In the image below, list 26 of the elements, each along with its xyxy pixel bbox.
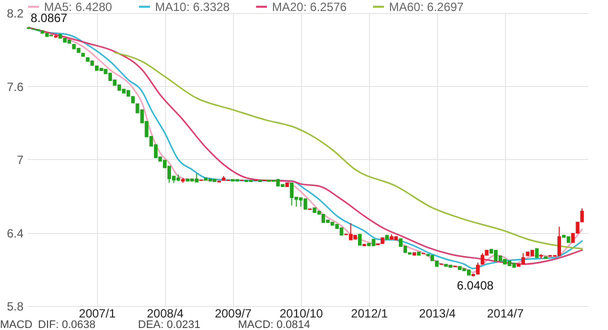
- y-tick-label: 8.2: [6, 6, 24, 20]
- candlestick: [535, 248, 539, 258]
- x-tick-label: 2012/1: [351, 306, 388, 320]
- x-tick-label: 2009/7: [214, 306, 252, 320]
- candlestick: [557, 226, 562, 256]
- text: MACD: 0.0814: [238, 319, 310, 330]
- y-tick-label: 6.4: [6, 226, 24, 240]
- x-tick-label: 2014/7: [486, 306, 524, 320]
- text: DEA: 0.0231: [138, 319, 200, 330]
- legend-label: MA20: 6.2576: [272, 0, 348, 14]
- legend-label: MA10: 6.3328: [155, 0, 230, 14]
- y-tick-label: 5.8: [6, 300, 24, 314]
- annotation: 6.0408: [456, 278, 494, 293]
- legend-label: MA60: 6.2697: [389, 0, 464, 14]
- text: DIF: 0.0638: [38, 319, 96, 330]
- candlestick: [494, 250, 498, 262]
- candlestick: [480, 252, 484, 265]
- candlestick: [348, 222, 353, 240]
- y-tick-label: 7: [16, 153, 24, 167]
- x-tick-label: 2007/1: [78, 306, 116, 320]
- x-tick-label: 2010/10: [280, 306, 324, 320]
- text: MACD: [0, 319, 32, 330]
- y-tick-label: 7.6: [6, 80, 24, 94]
- x-tick-label: 2008/4: [146, 306, 184, 320]
- x-tick-label: 2013/4: [419, 306, 456, 320]
- candlestick: [358, 234, 362, 246]
